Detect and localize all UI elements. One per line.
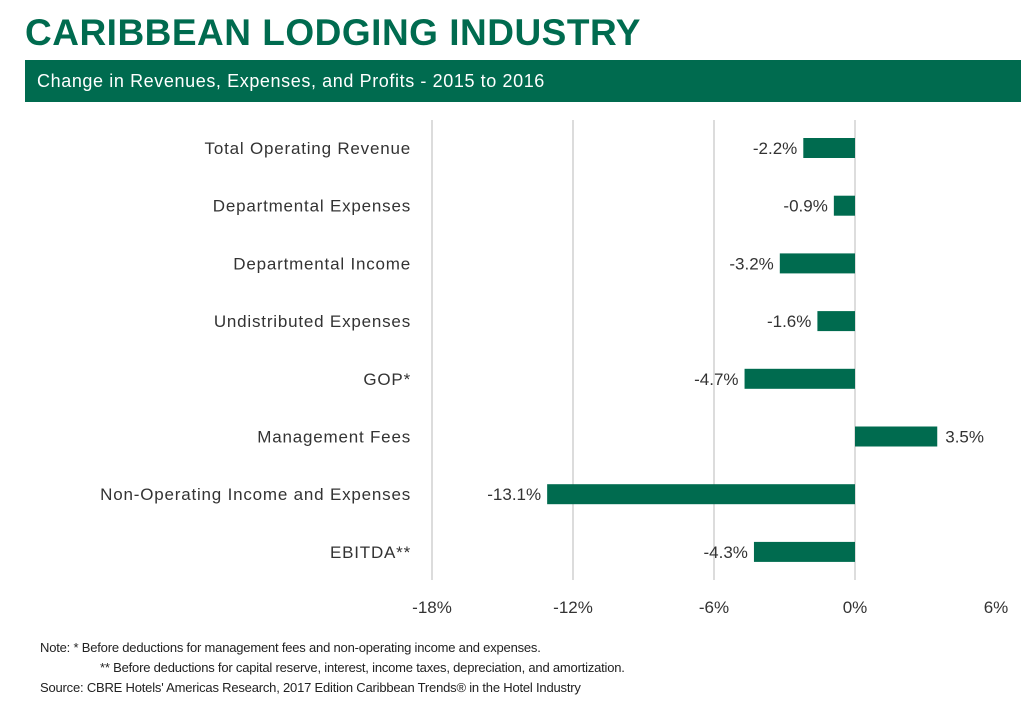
bar (817, 311, 855, 332)
category-label: Departmental Expenses (213, 197, 411, 216)
bar (803, 138, 855, 158)
category-label: Non-Operating Income and Expenses (100, 485, 411, 504)
note-1: Note: * Before deductions for management… (40, 640, 541, 655)
category-label: Departmental Income (233, 254, 411, 273)
x-tick-label: -6% (699, 598, 729, 617)
category-label: Total Operating Revenue (205, 139, 411, 158)
chart-subtitle: Change in Revenues, Expenses, and Profit… (37, 71, 545, 91)
x-tick-label: -12% (553, 598, 593, 617)
page-title: CARIBBEAN LODGING INDUSTRY (25, 12, 641, 53)
bar (855, 426, 938, 447)
data-label: -0.9% (783, 197, 827, 216)
x-tick-label: -18% (412, 598, 452, 617)
data-label: -1.6% (767, 312, 811, 331)
x-tick-label: 6% (984, 598, 1009, 617)
bar (744, 368, 855, 389)
category-label: Undistributed Expenses (214, 312, 411, 331)
data-label: -2.2% (753, 139, 797, 158)
category-label: GOP* (363, 370, 411, 389)
note-2: ** Before deductions for capital reserve… (100, 660, 625, 675)
bar (547, 484, 855, 505)
bar (753, 541, 855, 562)
bar-chart: -18% -12% -6% 0% 6% Total Operating Revenue -2… (100, 120, 1009, 617)
source-note: Source: CBRE Hotels' Americas Research, … (40, 680, 581, 695)
data-label: -4.7% (694, 370, 738, 389)
subtitle-banner: Change in Revenues, Expenses, and Profit… (25, 60, 1021, 102)
data-label: -4.3% (704, 543, 748, 562)
data-label: 3.5% (945, 428, 984, 447)
bar (833, 195, 855, 216)
category-label: Management Fees (257, 428, 411, 447)
data-label: -13.1% (487, 485, 541, 504)
data-label: -3.2% (729, 254, 773, 273)
category-label: EBITDA** (330, 543, 411, 562)
x-tick-label: 0% (843, 598, 868, 617)
bar (779, 253, 855, 274)
